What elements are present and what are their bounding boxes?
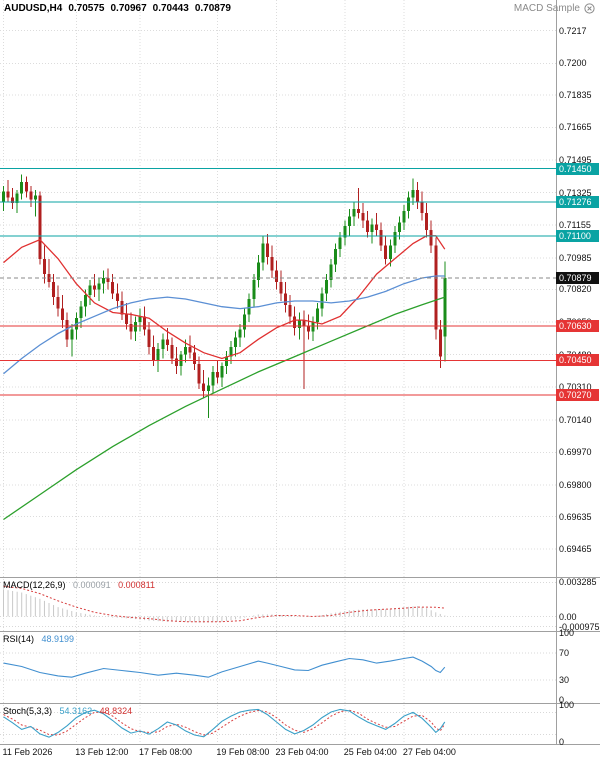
macd-indicator-name: MACD(12,26,9) (3, 580, 66, 590)
moving-averages-layer (3, 235, 446, 521)
rsi-value: 48.9199 (41, 634, 75, 644)
rsi-layer (0, 652, 556, 681)
ohlc-low: 0.70443 (152, 3, 189, 14)
grid-layer (0, 0, 556, 744)
candles-layer (2, 174, 447, 418)
macd-layer (0, 581, 556, 628)
symbol-period: AUDUSD,H4 (4, 3, 63, 14)
stoch-d-value: 48.8324 (99, 706, 133, 716)
ohlc-high: 0.70967 (110, 3, 147, 14)
ohlc-open: 0.70575 (68, 3, 105, 14)
pane-separators (0, 0, 600, 745)
chart-title: AUDUSD,H4 0.70575 0.70967 0.70443 0.70879 (4, 3, 237, 14)
ea-close-icon[interactable] (584, 3, 595, 14)
stoch-pane-label: Stoch(5,3,3) 54.3162 48.8324 (3, 706, 137, 716)
ea-label: MACD Sample (514, 3, 595, 14)
stoch-layer (0, 708, 556, 738)
stoch-k-value: 54.3162 (59, 706, 93, 716)
macd-pane-label: MACD(12,26,9) 0.000091 0.000811 (3, 580, 160, 590)
price-levels-layer (0, 168, 556, 396)
macd-main-value: 0.000091 (73, 580, 111, 590)
stoch-indicator-name: Stoch(5,3,3) (3, 706, 53, 716)
rsi-pane-label: RSI(14) 48.9199 (3, 634, 79, 644)
ea-name: MACD Sample (513, 3, 580, 14)
ohlc-close: 0.70879 (194, 3, 231, 14)
rsi-indicator-name: RSI(14) (3, 634, 35, 644)
macd-signal-value: 0.000811 (118, 580, 155, 590)
